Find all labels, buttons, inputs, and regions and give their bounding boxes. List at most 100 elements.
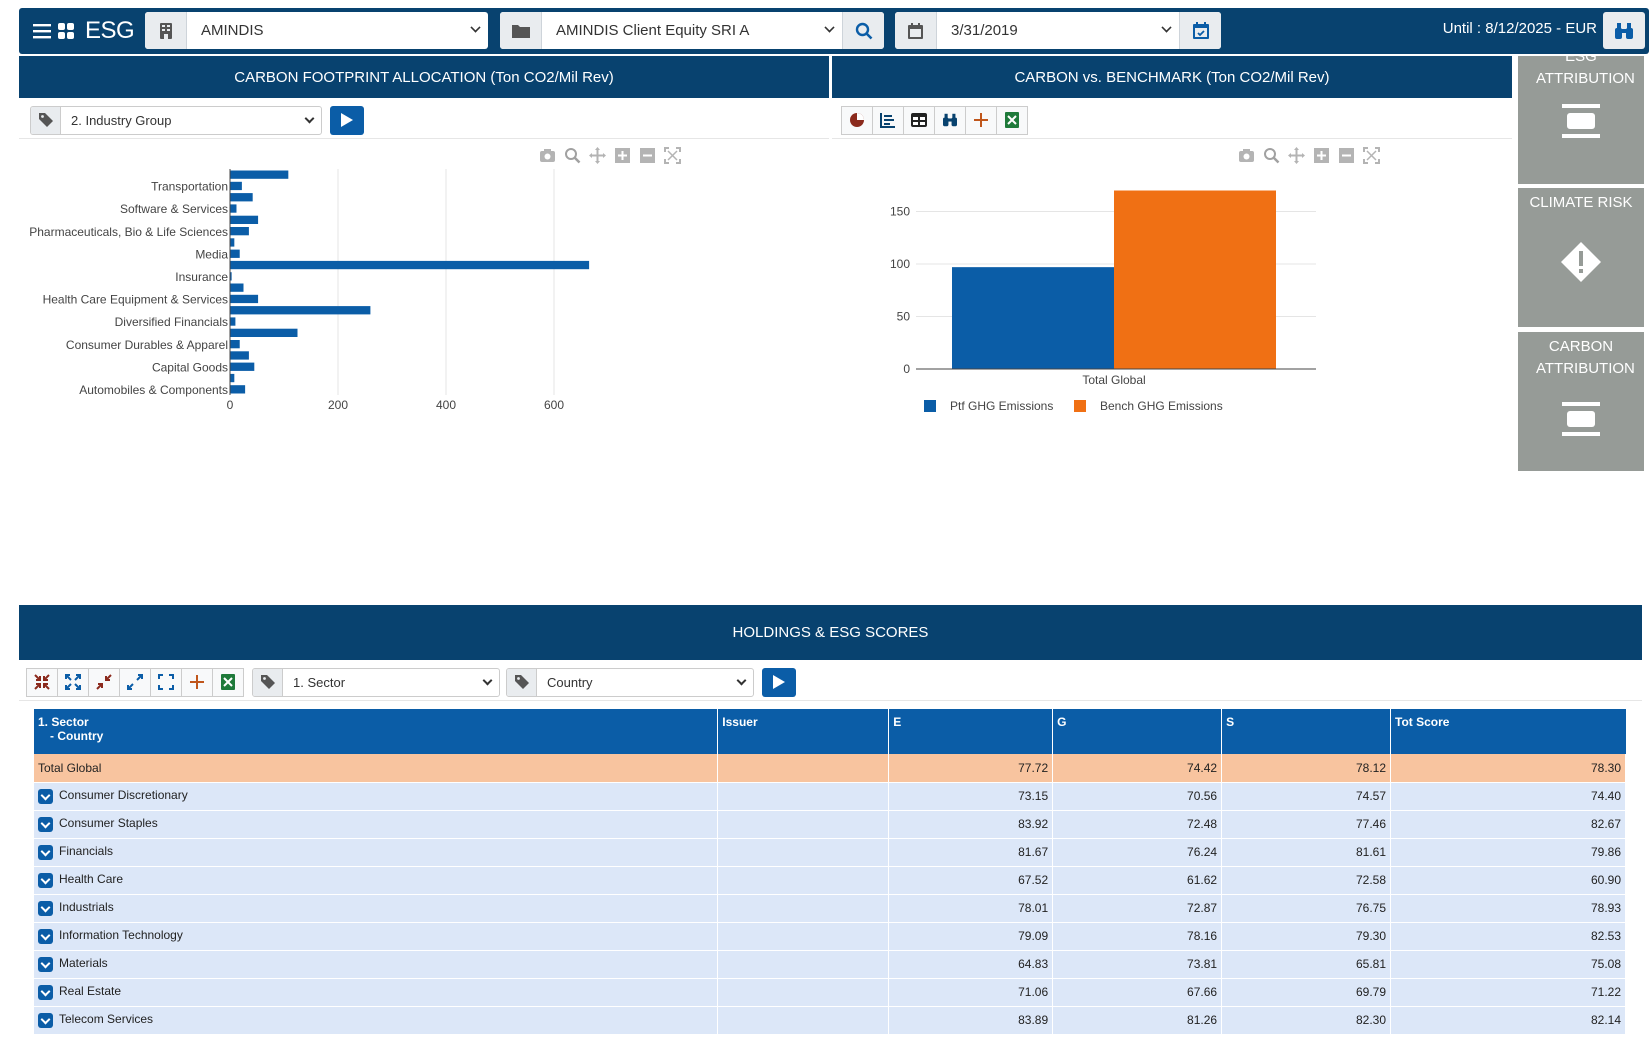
chevron-down-icon [736, 675, 747, 685]
table-row[interactable]: Health Care 67.52 61.62 72.58 60.90 [34, 866, 1626, 895]
zoom-icon[interactable] [1263, 147, 1280, 164]
cell-issuer [717, 894, 890, 923]
autoscale-icon[interactable] [664, 147, 681, 164]
binoculars-icon [1615, 22, 1633, 39]
group2-value[interactable]: Country [537, 669, 753, 696]
attribution-icon [1562, 104, 1600, 138]
fullscreen-button[interactable] [150, 667, 182, 697]
table-row[interactable]: Information Technology 79.09 78.16 79.30 82.… [34, 922, 1626, 951]
expand-row-icon[interactable] [38, 1012, 53, 1028]
add-button[interactable] [181, 667, 213, 697]
entity-select[interactable]: AMINDIS [145, 12, 488, 49]
pan-icon[interactable] [1288, 147, 1305, 164]
collapse-button[interactable] [88, 667, 120, 697]
zoom-out-icon[interactable] [1338, 147, 1355, 164]
zoom-in-icon[interactable] [614, 147, 631, 164]
date-select[interactable]: 3/31/2019 [895, 12, 1221, 49]
group1-value[interactable]: 1. Sector [283, 669, 499, 696]
search-button[interactable] [842, 12, 884, 49]
bench-chart-modebar [1238, 147, 1380, 164]
cell-e: 67.52 [888, 866, 1054, 895]
zoom-out-icon[interactable] [639, 147, 656, 164]
autoscale-icon[interactable] [1363, 147, 1380, 164]
chevron-down-icon [470, 22, 481, 33]
calendar-check-icon [1192, 22, 1209, 39]
expand-row-icon[interactable] [38, 900, 53, 916]
portfolio-select[interactable]: AMINDIS Client Equity SRI A [500, 12, 884, 49]
col-sector-header[interactable]: 1. Sector - Country [34, 709, 719, 754]
entity-value[interactable]: AMINDIS [187, 12, 488, 49]
run-alloc-button[interactable] [330, 105, 364, 135]
compare-button[interactable] [1603, 12, 1645, 49]
legend-swatch [1074, 400, 1086, 412]
expand-all-button[interactable] [57, 667, 89, 697]
table-row[interactable]: Financials 81.67 76.24 81.61 79.86 [34, 838, 1626, 867]
group2-select[interactable]: Country [506, 667, 754, 697]
camera-icon[interactable] [1238, 147, 1255, 164]
table-row[interactable]: Telecom Services 83.89 81.26 82.30 82.14 [34, 1006, 1626, 1035]
apps-grid-icon[interactable] [57, 22, 75, 40]
esg-attribution-tile[interactable]: ESG ATTRIBUTION [1518, 56, 1644, 184]
y-tick-label: 100 [890, 257, 910, 271]
industry-group-select[interactable]: 2. Industry Group [30, 105, 322, 135]
col-tot-header[interactable]: Tot Score [1390, 709, 1626, 754]
table-row[interactable]: Materials 64.83 73.81 65.81 75.08 [34, 950, 1626, 979]
date-value[interactable]: 3/31/2019 [937, 12, 1179, 49]
carbon-bench-title: CARBON vs. BENCHMARK (Ton CO2/Mil Rev) [1014, 68, 1330, 86]
expand-row-icon[interactable] [38, 928, 53, 944]
expand-row-icon[interactable] [38, 816, 53, 832]
row-label: Information Technology [59, 928, 183, 943]
cell-s: 72.58 [1221, 866, 1392, 895]
cell-tot: 82.53 [1390, 922, 1626, 951]
col-g-header[interactable]: G [1052, 709, 1223, 754]
col-e-header[interactable]: E [888, 709, 1054, 754]
expand-row-icon[interactable] [38, 956, 53, 972]
collapse-all-button[interactable] [26, 667, 58, 697]
col-issuer-header[interactable]: Issuer [717, 709, 890, 754]
expand-row-icon[interactable] [38, 984, 53, 1000]
cell-name: Health Care [34, 866, 719, 895]
collapse-all-icon [34, 674, 50, 690]
total-s: 78.12 [1221, 754, 1392, 783]
table-row[interactable]: Consumer Discretionary 73.15 70.56 74.57 74.… [34, 782, 1626, 811]
col-s-header[interactable]: S [1221, 709, 1392, 754]
add-button[interactable] [965, 105, 997, 135]
expand-row-icon[interactable] [38, 872, 53, 888]
carbon-alloc-toolbar: 2. Industry Group [30, 101, 364, 139]
zoom-icon[interactable] [564, 147, 581, 164]
bar-view-button[interactable] [872, 105, 904, 135]
camera-icon[interactable] [539, 147, 556, 164]
bar [230, 340, 240, 349]
carbon-attribution-tile[interactable]: CARBON ATTRIBUTION [1518, 332, 1644, 471]
hamburger-menu-icon[interactable] [33, 23, 51, 39]
total-name: Total Global [34, 754, 719, 783]
cell-name: Materials [34, 950, 719, 979]
excel-export-button[interactable] [996, 105, 1028, 135]
table-row[interactable]: Real Estate 71.06 67.66 69.79 71.22 [34, 978, 1626, 1007]
portfolio-value[interactable]: AMINDIS Client Equity SRI A [542, 12, 842, 49]
bar [230, 373, 235, 383]
bar [230, 362, 255, 371]
expand-row-icon[interactable] [38, 844, 53, 860]
run-holdings-button[interactable] [762, 667, 796, 697]
excel-export-button[interactable] [212, 667, 244, 697]
zoom-in-icon[interactable] [1313, 147, 1330, 164]
expand-row-icon[interactable] [38, 788, 53, 804]
climate-risk-tile[interactable]: CLIMATE RISK [1518, 188, 1644, 327]
group1-select[interactable]: 1. Sector [252, 667, 500, 697]
y-tick-label: 50 [897, 310, 911, 324]
bar [230, 227, 249, 236]
table-icon [911, 113, 927, 127]
table-row[interactable]: Industrials 78.01 72.87 76.75 78.93 [34, 894, 1626, 923]
table-view-button[interactable] [903, 105, 935, 135]
compare-view-button[interactable] [934, 105, 966, 135]
expand-button[interactable] [119, 667, 151, 697]
table-row[interactable]: Consumer Staples 83.92 72.48 77.46 82.67 [34, 810, 1626, 839]
divider [832, 138, 1512, 139]
industry-group-value[interactable]: 2. Industry Group [61, 107, 321, 134]
calendar-pick-button[interactable] [1179, 12, 1221, 49]
excel-icon [1005, 112, 1019, 128]
cell-s: 79.30 [1221, 922, 1392, 951]
pie-view-button[interactable] [841, 105, 873, 135]
pan-icon[interactable] [589, 147, 606, 164]
